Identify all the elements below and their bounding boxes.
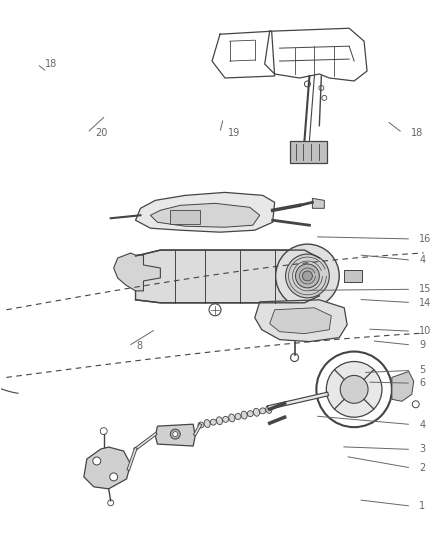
Circle shape xyxy=(296,264,319,288)
Circle shape xyxy=(326,361,382,417)
Circle shape xyxy=(173,432,178,437)
Bar xyxy=(170,211,200,224)
Polygon shape xyxy=(135,192,275,232)
Circle shape xyxy=(100,427,107,434)
Text: 15: 15 xyxy=(419,284,431,294)
Text: 16: 16 xyxy=(419,234,431,244)
Ellipse shape xyxy=(266,406,272,414)
Ellipse shape xyxy=(260,408,265,414)
Polygon shape xyxy=(84,447,131,489)
Ellipse shape xyxy=(254,408,259,416)
Polygon shape xyxy=(312,198,324,208)
Circle shape xyxy=(412,401,419,408)
Circle shape xyxy=(170,429,180,439)
Circle shape xyxy=(108,500,114,506)
Circle shape xyxy=(209,304,221,316)
Polygon shape xyxy=(255,300,347,342)
Ellipse shape xyxy=(223,416,229,422)
Text: 4: 4 xyxy=(419,255,425,265)
Ellipse shape xyxy=(247,411,253,417)
Polygon shape xyxy=(155,424,195,446)
Circle shape xyxy=(290,353,298,361)
Text: 18: 18 xyxy=(410,128,423,138)
Text: 6: 6 xyxy=(419,378,425,388)
Text: 14: 14 xyxy=(419,297,431,308)
Polygon shape xyxy=(135,250,319,303)
Circle shape xyxy=(93,457,101,465)
Ellipse shape xyxy=(204,419,210,427)
Text: 1: 1 xyxy=(419,501,425,511)
Ellipse shape xyxy=(210,419,216,425)
Text: 9: 9 xyxy=(419,340,425,350)
Circle shape xyxy=(303,271,312,281)
Text: 4: 4 xyxy=(419,419,425,430)
Text: 5: 5 xyxy=(419,366,425,375)
Ellipse shape xyxy=(241,411,247,419)
Ellipse shape xyxy=(229,414,235,422)
Circle shape xyxy=(319,85,324,91)
Polygon shape xyxy=(114,253,160,291)
Circle shape xyxy=(340,375,368,403)
Text: 18: 18 xyxy=(45,59,57,69)
Circle shape xyxy=(276,244,339,308)
Circle shape xyxy=(304,81,311,87)
Text: 10: 10 xyxy=(419,326,431,336)
Bar xyxy=(344,270,362,282)
Text: 3: 3 xyxy=(419,445,425,455)
Circle shape xyxy=(286,254,329,298)
Polygon shape xyxy=(150,203,260,227)
Bar xyxy=(290,141,327,163)
Circle shape xyxy=(322,95,327,100)
Text: 19: 19 xyxy=(228,128,240,138)
Text: 2: 2 xyxy=(419,463,425,473)
Text: 8: 8 xyxy=(136,341,142,351)
Polygon shape xyxy=(270,308,331,334)
Circle shape xyxy=(110,473,118,481)
Text: 20: 20 xyxy=(95,128,107,138)
Ellipse shape xyxy=(216,417,223,425)
Polygon shape xyxy=(392,372,414,401)
Ellipse shape xyxy=(198,422,204,428)
Ellipse shape xyxy=(235,414,241,419)
